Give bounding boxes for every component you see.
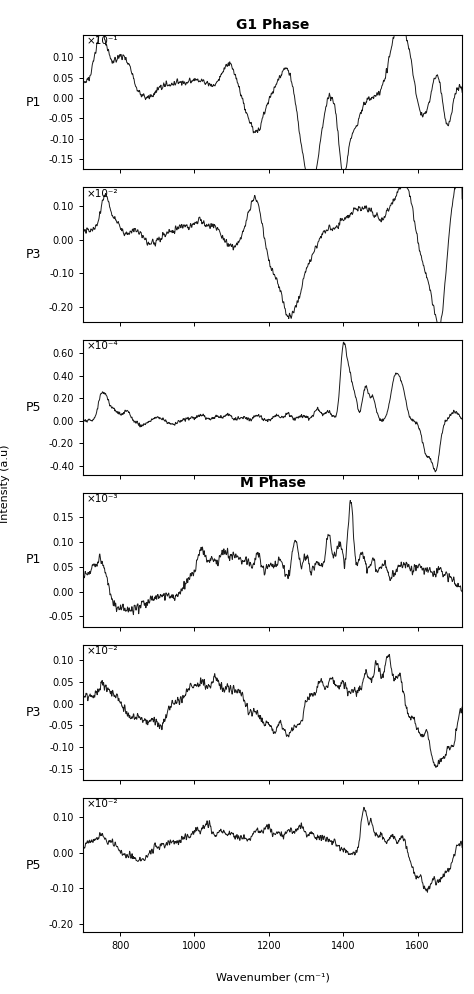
Text: P1: P1 <box>26 554 41 567</box>
Text: P3: P3 <box>26 248 41 261</box>
Text: P3: P3 <box>26 706 41 719</box>
Text: Intensity (a.u): Intensity (a.u) <box>0 444 10 523</box>
Text: Wavenumber (cm⁻¹): Wavenumber (cm⁻¹) <box>216 972 329 982</box>
Text: P5: P5 <box>26 859 41 872</box>
Text: ×10⁻²: ×10⁻² <box>87 799 118 809</box>
Text: P5: P5 <box>26 401 41 414</box>
Text: ×10⁻²: ×10⁻² <box>87 646 118 656</box>
Title: M Phase: M Phase <box>239 476 306 490</box>
Text: ×10⁻⁴: ×10⁻⁴ <box>87 341 118 351</box>
Text: ×10⁻¹: ×10⁻¹ <box>87 36 118 46</box>
Text: P1: P1 <box>26 95 41 108</box>
Text: ×10⁻³: ×10⁻³ <box>87 494 118 504</box>
Text: ×10⁻²: ×10⁻² <box>87 189 118 199</box>
Title: G1 Phase: G1 Phase <box>236 18 309 32</box>
